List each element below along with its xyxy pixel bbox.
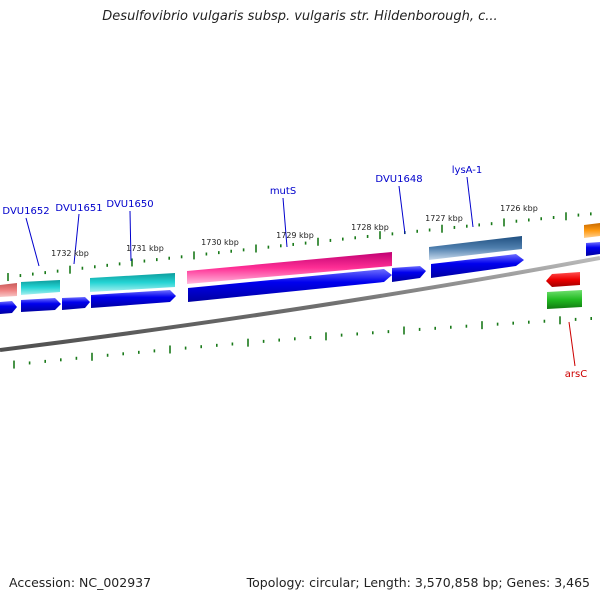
gene-label-dvu1651[interactable]: DVU1651: [55, 203, 102, 214]
reverse-gene-block-green: [547, 290, 582, 309]
gene-block-lysa1: [429, 236, 522, 260]
gene-label-lysa-1[interactable]: lysA-1: [452, 165, 483, 176]
gene-label-muts[interactable]: mutS: [270, 186, 296, 197]
kbp-label: 1727 kbp: [425, 214, 463, 223]
kbp-label: 1728 kbp: [351, 223, 389, 232]
gene-leader-line: [129, 210, 132, 262]
gene-leader-line: [398, 185, 406, 235]
gene-label-dvu1652[interactable]: DVU1652: [2, 206, 49, 217]
kbp-label: 1729 kbp: [276, 231, 314, 240]
genome-backbone: [0, 256, 600, 352]
gene-block-cyan-small: [21, 280, 60, 295]
gene-label-leaders: [25, 176, 576, 367]
gene-block-salmon: [0, 283, 17, 297]
genome-summary-label: Topology: circular; Length: 3,570,858 bp…: [246, 575, 590, 590]
outer-tick-track: [7, 212, 592, 282]
inner-tick-track: [13, 316, 593, 369]
reverse-gene-arrow-red: [546, 272, 580, 287]
kbp-scale-labels: 1732 kbp 1731 kbp 1730 kbp 1729 kbp 1728 kbp…: [51, 204, 538, 258]
forward-gene-arrow: [21, 298, 61, 312]
gene-label-arsc[interactable]: arsC: [565, 369, 587, 380]
forward-gene-arrow: [62, 297, 90, 310]
gene-block-muts: [187, 252, 392, 284]
gene-leader-line: [25, 217, 40, 267]
forward-gene-arrow: [91, 290, 176, 308]
gene-block-cyan-dvu1650: [90, 273, 175, 292]
forward-gene-arrow: [586, 242, 600, 256]
forward-gene-arrow: [188, 269, 392, 302]
kbp-label: 1731 kbp: [126, 244, 164, 253]
kbp-label: 1732 kbp: [51, 249, 89, 258]
gene-label-dvu1648[interactable]: DVU1648: [375, 174, 422, 185]
gene-labels: DVU1652 DVU1651 DVU1650 mutS DVU1648 lysA-1 ar…: [2, 165, 587, 380]
reverse-gene-arrows: [546, 272, 582, 309]
gene-leader-line: [568, 321, 576, 367]
forward-gene-arrows: [0, 242, 600, 314]
kbp-label: 1726 kbp: [500, 204, 538, 213]
gene-leader-line: [282, 197, 288, 248]
kbp-label: 1730 kbp: [201, 238, 239, 247]
forward-gene-arrow: [0, 301, 17, 314]
forward-gene-arrow: [431, 254, 524, 278]
gene-leader-line: [73, 213, 80, 265]
genome-title: Desulfovibrio vulgaris subsp. vulgaris s…: [102, 9, 498, 24]
feature-blocks: [0, 223, 600, 297]
gene-leader-line: [466, 176, 474, 228]
forward-gene-arrow: [392, 266, 426, 282]
accession-label: Accession: NC_002937: [9, 575, 152, 590]
gene-block-orange: [584, 223, 600, 238]
gene-label-dvu1650[interactable]: DVU1650: [106, 199, 153, 210]
